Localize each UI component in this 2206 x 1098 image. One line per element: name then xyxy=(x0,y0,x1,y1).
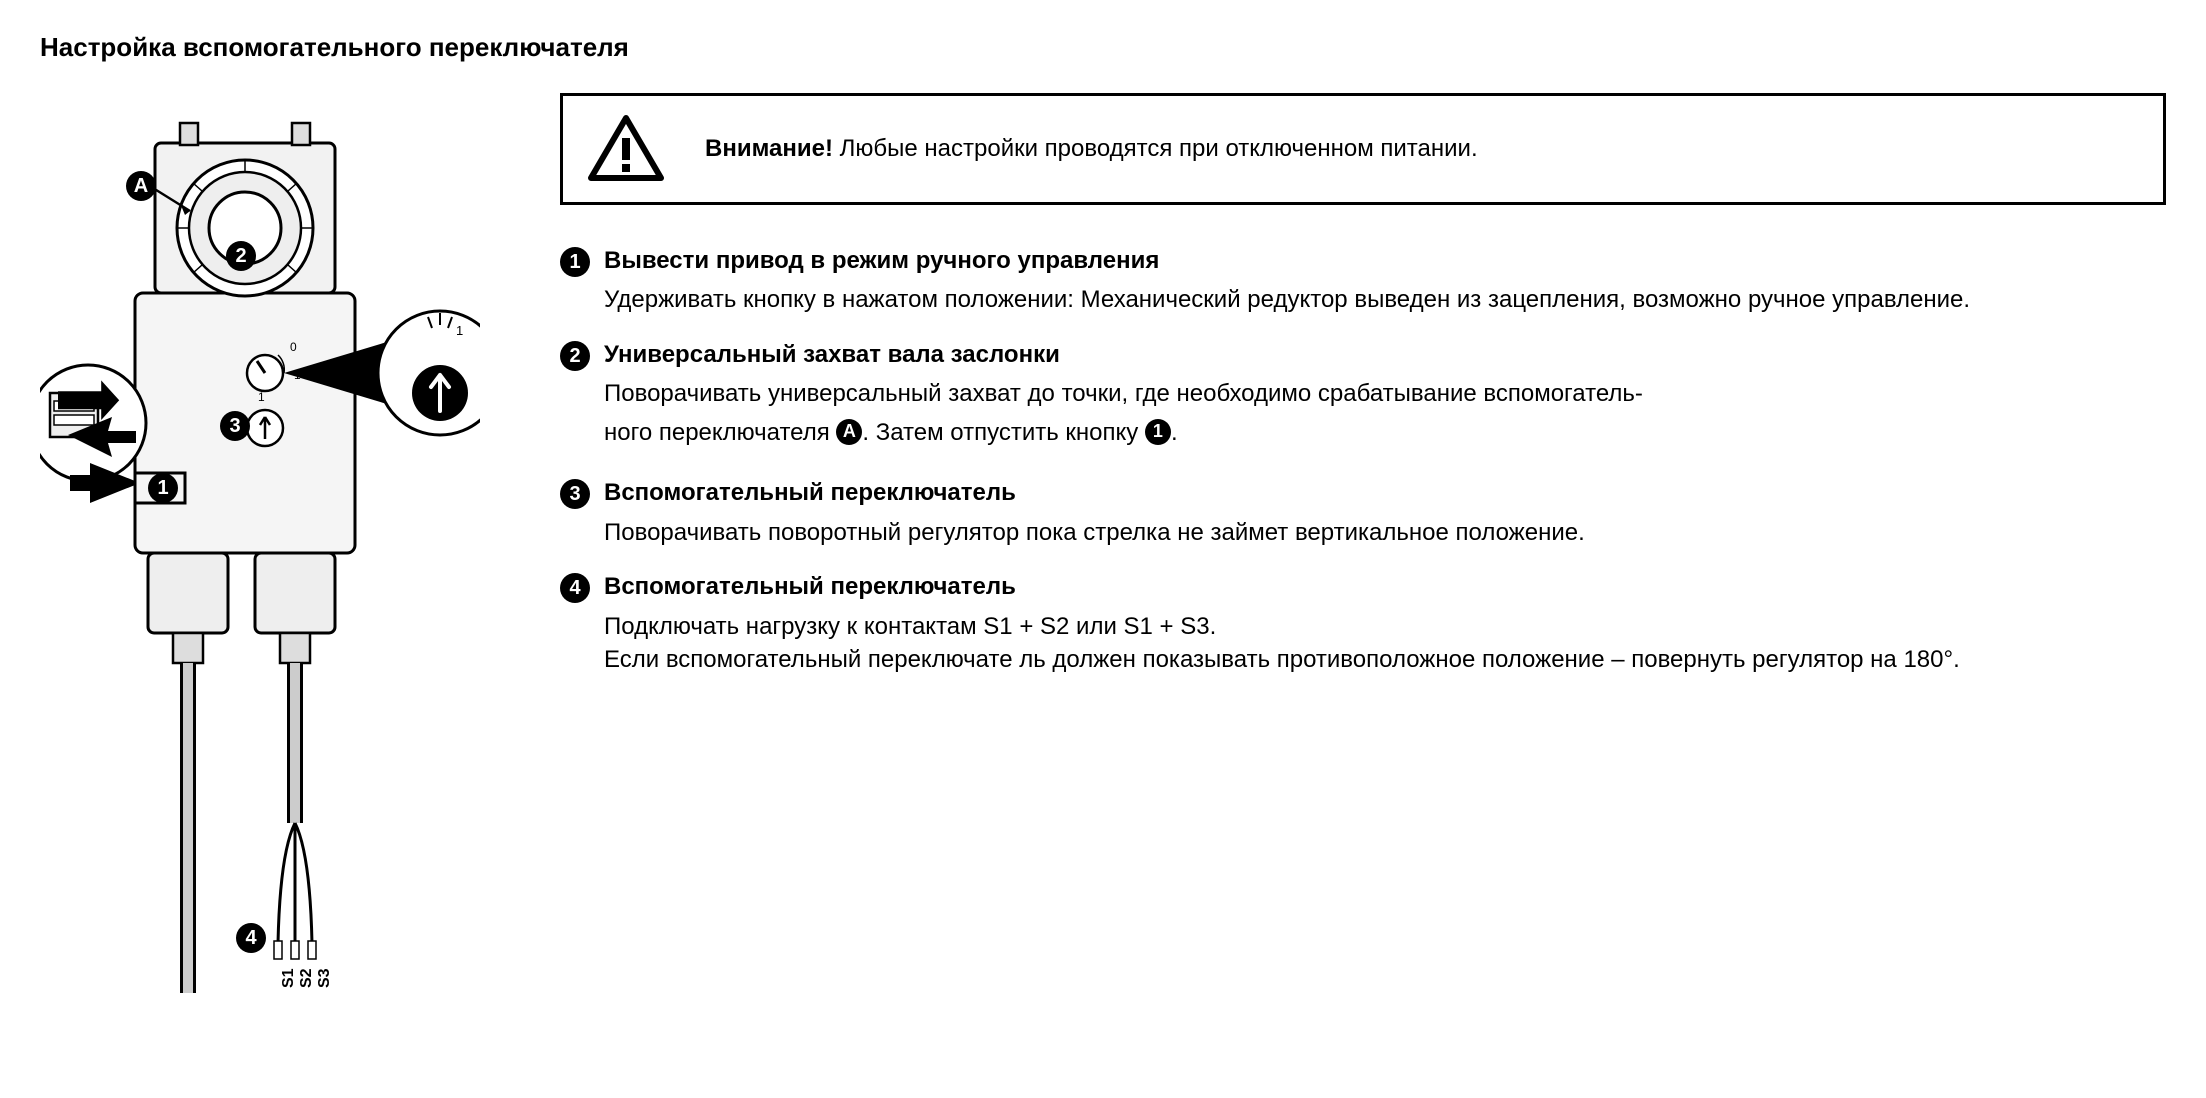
inline-badge-1: 1 xyxy=(1145,419,1171,445)
inline-badge-a: A xyxy=(836,419,862,445)
step-4-badge: 4 xyxy=(560,573,590,603)
step-2-title: Универсальный захват вала заслонки xyxy=(604,339,2166,371)
step-2-frag-c: . xyxy=(1171,419,1178,446)
step-2-badge: 2 xyxy=(560,341,590,371)
text-column: Внимание! Любые настройки проводятся при… xyxy=(560,93,2166,993)
step-2-text-line1: Поворачивать универсальный захват до точ… xyxy=(604,377,2166,411)
actuator-diagram: 0 1 1 1 xyxy=(40,93,480,993)
step-1-text: Удерживать кнопку в нажатом положении: М… xyxy=(604,283,2166,317)
dial-label-one-a: 1 xyxy=(294,368,301,382)
diagram-column: 0 1 1 1 xyxy=(40,93,480,993)
dial-label-zero: 0 xyxy=(290,340,297,354)
step-2-text-line2: ного переключателя A. Затем отпустить кн… xyxy=(604,411,2166,455)
step-4-title: Вспомогательный переключатель xyxy=(604,571,2166,603)
step-2-frag-a: ного переключателя xyxy=(604,419,836,446)
warning-rest: Любые настройки проводятся при отключенн… xyxy=(833,135,1478,162)
svg-text:1: 1 xyxy=(456,323,463,338)
page-title: Настройка вспомогательного переключателя xyxy=(40,30,2166,65)
diagram-badge-2: 2 xyxy=(226,241,256,271)
step-3-title: Вспомогательный переключатель xyxy=(604,477,2166,509)
step-2-frag-b: . Затем отпустить кнопку xyxy=(862,419,1145,446)
step-2: 2 Универсальный захват вала заслонки Пов… xyxy=(560,339,2166,469)
step-1-badge: 1 xyxy=(560,247,590,277)
warning-bold: Внимание! xyxy=(705,135,833,162)
diagram-badge-4: 4 xyxy=(236,923,266,953)
diagram-badge-3: 3 xyxy=(220,411,250,441)
step-1-title: Вывести привод в режим ручного управлени… xyxy=(604,245,2166,277)
step-3-badge: 3 xyxy=(560,479,590,509)
warning-triangle-icon xyxy=(587,114,665,184)
diagram-badge-1: 1 xyxy=(148,473,178,503)
step-3: 3 Вспомогательный переключатель Поворачи… xyxy=(560,477,2166,563)
step-3-text: Поворачивать поворотный регулятор пока с… xyxy=(604,516,2166,550)
main-layout: 0 1 1 1 xyxy=(40,93,2166,993)
dial-label-one-b: 1 xyxy=(258,390,265,404)
actuator-svg: 0 1 1 1 xyxy=(40,93,480,993)
wire-label-s3: S3 xyxy=(314,969,336,989)
warning-text: Внимание! Любые настройки проводятся при… xyxy=(705,133,1478,165)
warning-box: Внимание! Любые настройки проводятся при… xyxy=(560,93,2166,205)
step-1: 1 Вывести привод в режим ручного управле… xyxy=(560,245,2166,331)
step-4-text: Подключать нагрузку к контактам S1 + S2 … xyxy=(604,610,2166,677)
diagram-badge-a: A xyxy=(126,171,156,201)
step-4: 4 Вспомогательный переключатель Подключа… xyxy=(560,571,2166,691)
